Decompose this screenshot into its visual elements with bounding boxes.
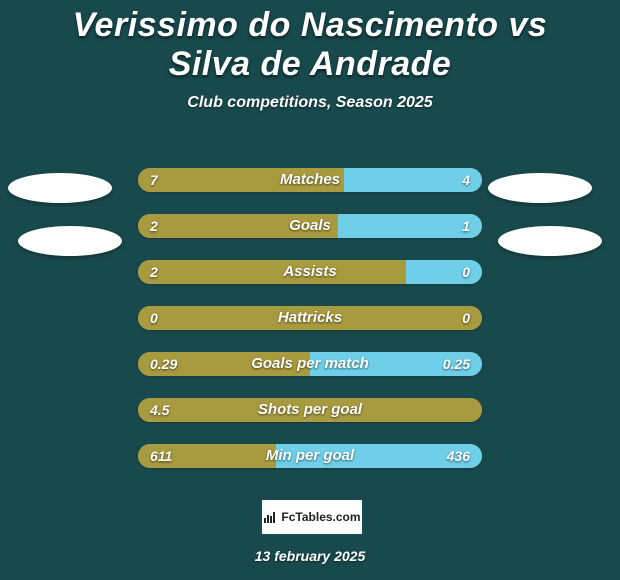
stat-value-left: 0.29 — [150, 352, 177, 376]
chart-area: Matches74Goals21Assists20Hattricks00Goal… — [0, 168, 620, 490]
stat-value-right: 0 — [462, 306, 470, 330]
brand-badge[interactable]: FcTables.com — [260, 498, 364, 536]
stat-bar — [138, 306, 482, 330]
stat-row: Shots per goal4.5 — [0, 398, 620, 444]
brand-text: FcTables.com — [281, 510, 360, 524]
stat-row: Goals per match0.290.25 — [0, 352, 620, 398]
stat-value-left: 4.5 — [150, 398, 169, 422]
stat-value-right: 4 — [462, 168, 470, 192]
comparison-infographic: Verissimo do Nascimento vs Silva de Andr… — [0, 0, 620, 580]
player-photo-placeholder — [498, 226, 602, 256]
chart-icon — [263, 510, 277, 524]
bar-right — [406, 260, 482, 284]
stat-value-right: 1 — [462, 214, 470, 238]
bar-left — [138, 168, 344, 192]
stat-bar — [138, 214, 482, 238]
stat-value-right: 436 — [447, 444, 470, 468]
stat-value-left: 611 — [150, 444, 172, 468]
stat-bar — [138, 260, 482, 284]
stat-bar — [138, 398, 482, 422]
bar-left — [138, 398, 482, 422]
bar-left — [138, 306, 482, 330]
subtitle: Club competitions, Season 2025 — [0, 94, 620, 112]
player-photo-placeholder — [8, 173, 112, 203]
page-title: Verissimo do Nascimento vs Silva de Andr… — [0, 0, 620, 84]
stat-value-left: 2 — [150, 260, 158, 284]
date-text: 13 february 2025 — [0, 548, 620, 564]
stat-value-right: 0 — [462, 260, 470, 284]
bar-left — [138, 260, 406, 284]
bar-left — [138, 214, 338, 238]
player-photo-placeholder — [18, 226, 122, 256]
stat-value-left: 2 — [150, 214, 158, 238]
stat-value-left: 7 — [150, 168, 158, 192]
stat-bar — [138, 168, 482, 192]
stat-value-right: 0.25 — [443, 352, 470, 376]
stat-value-left: 0 — [150, 306, 158, 330]
stat-row: Assists20 — [0, 260, 620, 306]
stat-bar — [138, 352, 482, 376]
stat-row: Min per goal611436 — [0, 444, 620, 490]
bar-right — [338, 214, 482, 238]
stat-row: Hattricks00 — [0, 306, 620, 352]
stat-bar — [138, 444, 482, 468]
player-photo-placeholder — [488, 173, 592, 203]
